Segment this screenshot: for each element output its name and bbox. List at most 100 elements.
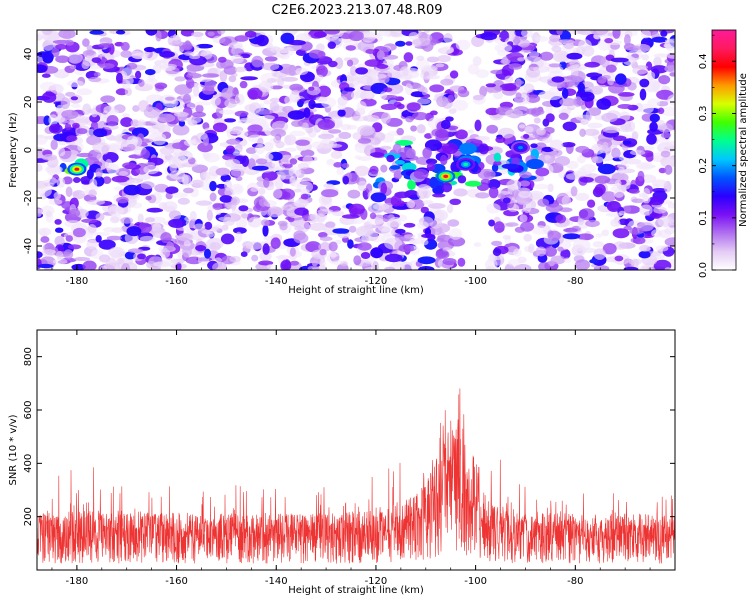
heat-cell bbox=[350, 65, 357, 76]
heat-cell bbox=[646, 133, 657, 145]
heat-cell bbox=[384, 237, 403, 250]
heat-cell bbox=[168, 218, 186, 228]
heat-cell bbox=[192, 85, 200, 97]
heat-hotspot bbox=[518, 146, 523, 150]
heat-cell bbox=[547, 183, 554, 193]
heat-cell bbox=[594, 175, 611, 184]
heat-cell bbox=[595, 233, 603, 238]
heat-cell bbox=[217, 30, 226, 35]
heat-cell bbox=[37, 208, 42, 217]
heat-cell bbox=[405, 41, 413, 46]
heat-cell bbox=[284, 95, 293, 105]
heat-cell bbox=[365, 93, 373, 100]
heat-cell bbox=[526, 158, 544, 170]
heat-cell bbox=[65, 235, 74, 242]
heat-cell bbox=[295, 67, 309, 76]
heat-cell bbox=[403, 52, 414, 63]
heat-cell bbox=[645, 85, 659, 93]
heat-cell bbox=[154, 183, 169, 193]
heat-cell bbox=[381, 112, 391, 124]
heat-cell bbox=[95, 168, 103, 178]
heat-cell bbox=[158, 202, 168, 210]
heat-cell bbox=[291, 120, 304, 127]
heat-cell bbox=[270, 46, 282, 53]
heat-cell bbox=[52, 258, 68, 265]
heat-cell bbox=[206, 209, 213, 222]
heat-cell bbox=[41, 30, 53, 36]
heat-cell bbox=[653, 56, 662, 67]
heat-cell bbox=[596, 98, 612, 110]
heat-cell bbox=[365, 230, 379, 241]
heat-cell bbox=[64, 123, 72, 131]
colorbar-scale bbox=[711, 29, 737, 271]
heat-cell bbox=[162, 257, 178, 267]
heat-cell bbox=[449, 198, 462, 205]
heat-cell bbox=[369, 165, 379, 175]
heat-cell bbox=[591, 156, 604, 164]
heat-cell bbox=[302, 155, 313, 165]
heat-cell bbox=[194, 101, 212, 106]
heat-cell bbox=[597, 163, 616, 175]
heat-cell bbox=[106, 163, 120, 175]
heat-cell bbox=[547, 230, 561, 241]
heat-cell bbox=[41, 91, 57, 103]
heat-cell bbox=[421, 233, 434, 238]
heat-cell bbox=[221, 224, 229, 231]
heat-cell bbox=[664, 65, 675, 73]
heat-cell bbox=[387, 220, 402, 228]
snr-series-line bbox=[37, 388, 675, 564]
heat-cell bbox=[270, 85, 283, 90]
heat-cell bbox=[504, 75, 514, 83]
heat-cell bbox=[605, 64, 617, 73]
heat-cell bbox=[557, 39, 575, 45]
colorbar-tick-label: 0.2 bbox=[698, 158, 709, 174]
heat-cell bbox=[459, 142, 477, 155]
heat-cell bbox=[519, 171, 532, 179]
heat-cell bbox=[89, 114, 101, 123]
heat-cell bbox=[539, 51, 554, 61]
heat-cell bbox=[269, 97, 281, 103]
heat-cell bbox=[519, 180, 531, 187]
heat-cell bbox=[159, 65, 176, 71]
heat-cell bbox=[92, 232, 111, 237]
heat-cell bbox=[258, 187, 266, 195]
heat-cell bbox=[124, 251, 136, 260]
heat-cell bbox=[320, 138, 334, 149]
heat-cell bbox=[631, 131, 639, 141]
heat-cell bbox=[493, 160, 502, 166]
heat-cell bbox=[98, 43, 113, 48]
heat-cell bbox=[617, 104, 633, 109]
heat-cell bbox=[95, 235, 102, 243]
heat-cell bbox=[417, 256, 436, 265]
heat-cell bbox=[528, 243, 535, 254]
heat-cell bbox=[120, 117, 133, 128]
heat-cell bbox=[607, 78, 614, 86]
heat-cell bbox=[523, 233, 532, 242]
heat-cell bbox=[370, 73, 387, 79]
heat-cell bbox=[357, 124, 375, 136]
heat-cell bbox=[261, 62, 280, 71]
heat-cell bbox=[153, 136, 166, 146]
heat-cell bbox=[266, 264, 274, 269]
heat-cell bbox=[611, 185, 627, 192]
heat-cell bbox=[653, 152, 663, 162]
heat-cell bbox=[647, 98, 661, 107]
heat-cell bbox=[524, 126, 534, 133]
heat-cell bbox=[518, 190, 532, 199]
heat-cell bbox=[618, 218, 630, 226]
heat-cell bbox=[98, 239, 116, 250]
heat-cell bbox=[491, 163, 499, 172]
heat-cell bbox=[389, 165, 401, 170]
heat-cell bbox=[632, 236, 646, 245]
heat-cell bbox=[186, 116, 202, 124]
heat-cell bbox=[597, 76, 607, 84]
heat-cell bbox=[169, 170, 186, 180]
heat-cell bbox=[625, 45, 642, 51]
heat-cell bbox=[68, 208, 81, 218]
heat-cell bbox=[367, 202, 385, 214]
heat-cell bbox=[145, 69, 156, 76]
heat-cell bbox=[435, 63, 445, 68]
heat-cell bbox=[297, 162, 309, 170]
heat-cell bbox=[502, 197, 511, 204]
heat-cell bbox=[653, 206, 667, 214]
